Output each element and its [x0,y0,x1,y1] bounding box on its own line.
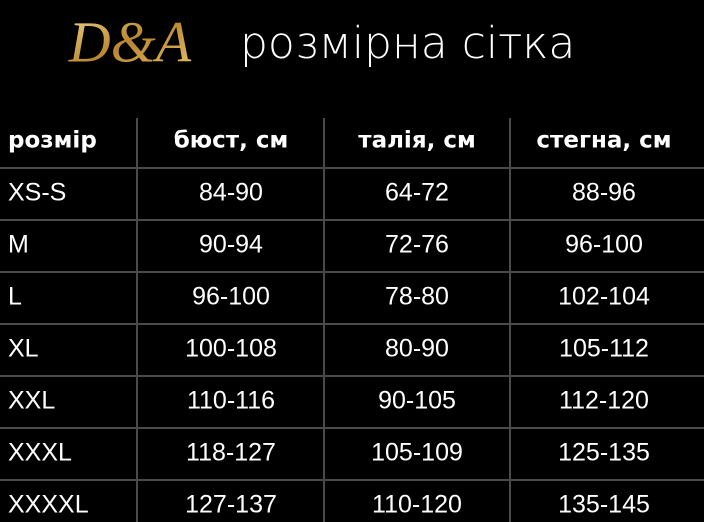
measurement: 110-116 [187,387,275,415]
logo: D&A [68,9,192,74]
measurement: 90-105 [378,387,456,415]
measurement: 90-94 [199,231,263,259]
size-label: XL [8,335,39,363]
size-label: XXXL [8,439,72,467]
measurement: 100-108 [185,335,277,363]
measurement: 105-112 [559,335,649,363]
size-label: XS-S [8,179,66,207]
size-label: L [8,283,22,311]
title: розмірна сітка [240,18,575,69]
measurement: 118-127 [186,439,276,467]
size-label: M [8,231,29,259]
measurement: 105-109 [371,439,463,467]
measurement: 80-90 [385,335,449,363]
measurement: 88-96 [572,179,636,207]
measurement: 127-137 [185,491,277,519]
column-header: стегна, см [536,128,671,154]
column-header: розмір [8,128,97,154]
measurement: 96-100 [192,283,270,311]
measurement: 112-120 [559,387,649,415]
size-label: XXL [8,387,55,415]
column-header: бюст, см [174,128,289,154]
measurement: 125-135 [558,439,650,467]
table: розмір бюст, см талія, см стегна, см XS-S 84-… [0,118,704,522]
measurement: 84-90 [199,179,263,207]
measurement: 135-145 [558,491,650,519]
measurement: 72-76 [385,231,449,259]
size-label: XXXXL [8,491,89,519]
measurement: 96-100 [565,231,643,259]
column-header: талія, см [358,128,476,154]
measurement: 78-80 [385,283,449,311]
measurement: 110-120 [372,491,462,519]
measurement: 64-72 [385,179,449,207]
measurement: 102-104 [558,283,650,311]
